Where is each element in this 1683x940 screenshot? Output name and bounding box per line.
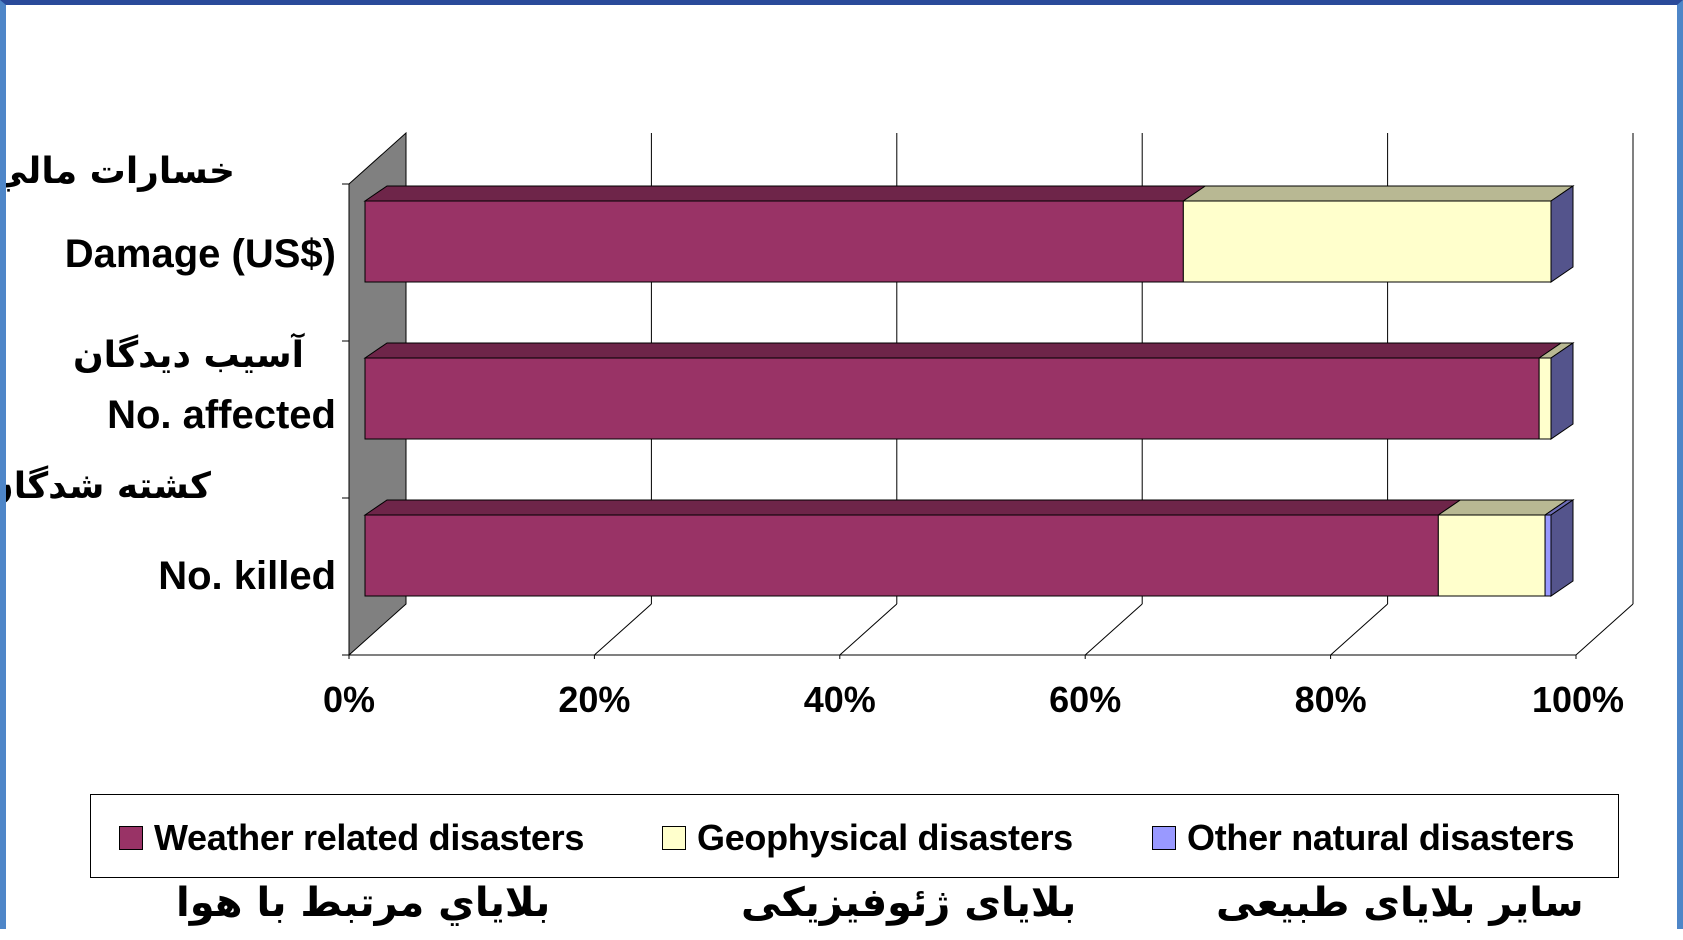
legend-label-geophysical: Geophysical disasters: [697, 817, 1073, 858]
legend-item-other: Other natural disasters: [1152, 817, 1575, 858]
bar-end-face: [1550, 499, 1574, 597]
bar-top-series-0: [363, 185, 1207, 202]
bar-end-face: [1550, 342, 1574, 440]
legend-item-weather: Weather related disasters: [119, 817, 584, 858]
bar-series-1: [1182, 200, 1552, 283]
y-tick-label-fa: آسيب ديدگان: [73, 332, 306, 376]
x-tick-label: 0%: [323, 679, 375, 720]
legend-label-other: Other natural disasters: [1187, 817, 1575, 858]
legend-item-geophysical: Geophysical disasters: [662, 817, 1073, 858]
gridline-floor: [1330, 603, 1388, 656]
x-tick-label: 20%: [558, 679, 630, 720]
bar-series-0: [364, 200, 1184, 283]
bar-end-face: [1550, 185, 1574, 283]
y-tick-label: Damage (US$): [65, 232, 336, 276]
legend: Weather related disasters Geophysical di…: [90, 794, 1619, 878]
bar-series-0: [364, 357, 1540, 440]
x-tick-label: 40%: [804, 679, 876, 720]
x-tick-label: 60%: [1049, 679, 1121, 720]
bar-series-1: [1437, 514, 1546, 597]
y-tick-label: No. killed: [158, 554, 336, 598]
gridline-floor: [1575, 603, 1634, 656]
bar-top-series-0: [363, 499, 1462, 516]
bar-top-series-1: [1181, 185, 1575, 202]
y-tick-label-fa: خسارات مالي: [6, 151, 235, 192]
legend-label-other-fa: سایر بلایای طبیعی: [1216, 880, 1584, 926]
legend-swatch-geophysical: [662, 826, 686, 850]
chart-plot: 0% 20% 40% 60% 80% 100% Damage (US$) خسارات مال…: [6, 131, 1634, 720]
legend-swatch-weather: [119, 826, 143, 850]
legend-label-weather: Weather related disasters: [154, 817, 585, 858]
gridline-floor: [594, 603, 652, 656]
gridline-floor: [839, 603, 898, 656]
x-tick-label: 80%: [1295, 679, 1367, 720]
bar-series-0: [364, 514, 1439, 597]
y-tick-label: No. affected: [107, 393, 336, 437]
legend-swatch-other: [1152, 826, 1176, 850]
y-tick-label-fa: كشته شدگان: [6, 465, 211, 507]
legend-label-geophysical-fa: بلایای ژئوفیزیکی: [741, 880, 1077, 926]
gridline-floor: [1084, 603, 1143, 656]
bar-top-series-0: [363, 342, 1563, 359]
x-tick-label: 100%: [1532, 679, 1624, 720]
bar-series-2: [1544, 514, 1552, 597]
bar-series-1: [1538, 357, 1552, 440]
legend-label-weather-fa: بلاياي مرتبط با هوا: [176, 880, 551, 926]
